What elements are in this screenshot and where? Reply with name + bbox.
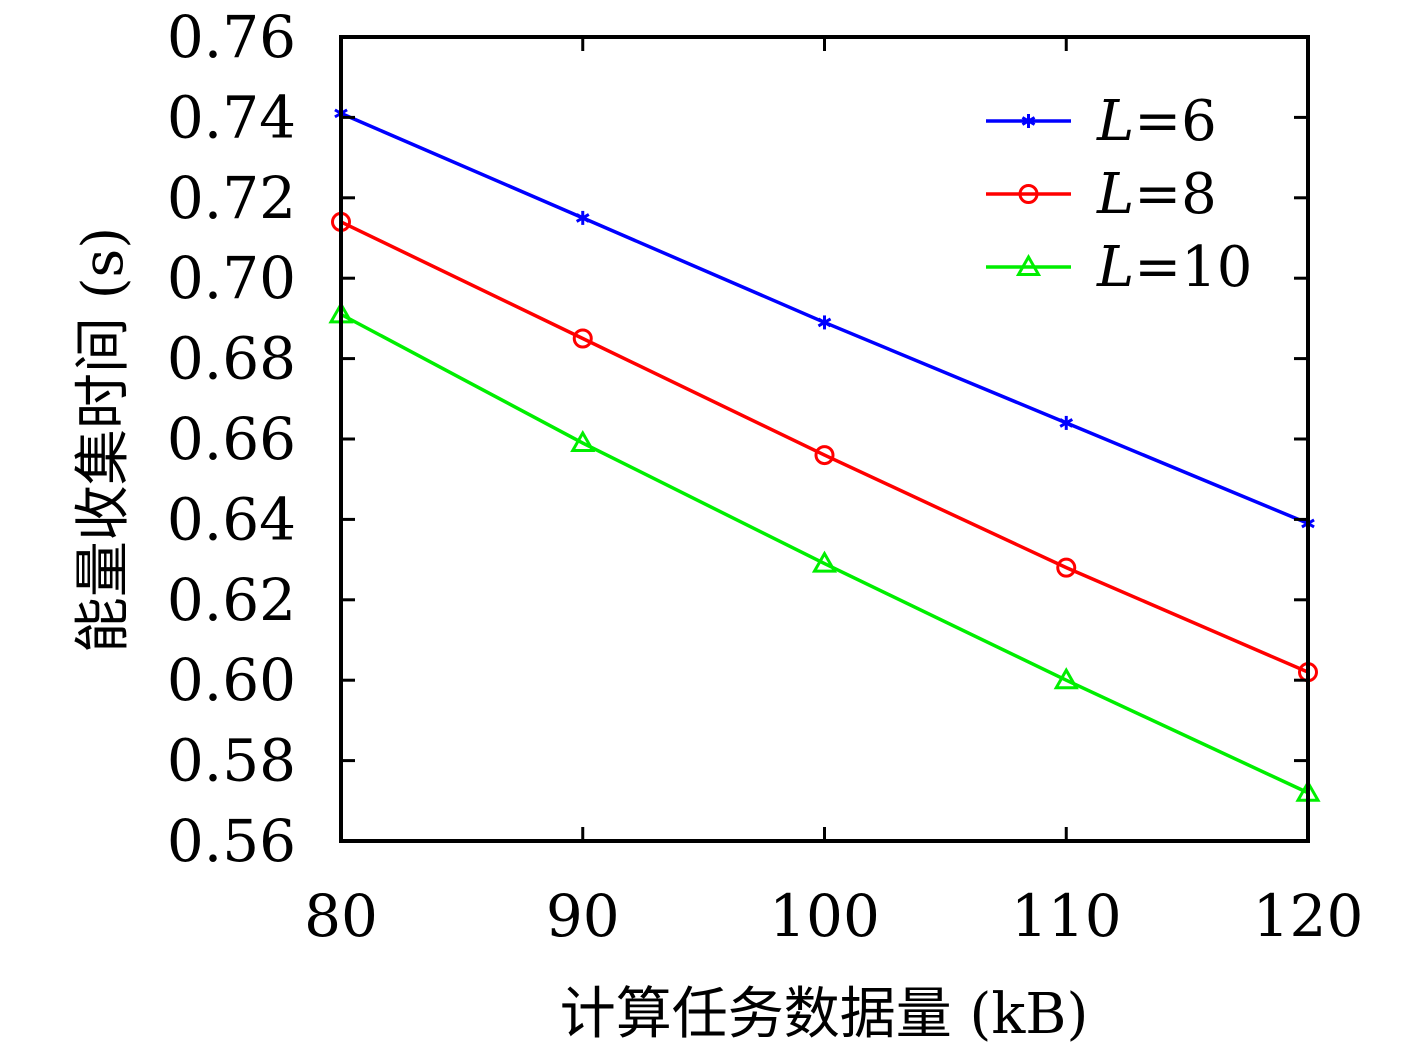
series-line <box>340 220 1309 674</box>
x-axis-title: 计算任务数据量 (kB) <box>560 982 1089 1047</box>
x-tick-label: 80 <box>304 882 378 950</box>
data-point-marker <box>572 328 593 349</box>
data-point-marker <box>811 550 838 573</box>
y-tick-label: 0.72 <box>167 164 296 232</box>
y-tick-label: 0.74 <box>167 83 296 151</box>
data-point-marker <box>814 445 835 466</box>
legend-label: L=8 <box>1096 162 1217 227</box>
x-tick-label: 90 <box>546 882 620 950</box>
legend-label-value: =6 <box>1134 89 1217 154</box>
legend-item: L=10 <box>986 235 1252 300</box>
y-tick-label: 0.62 <box>167 566 296 634</box>
data-point-marker <box>575 213 590 223</box>
x-tick-label: 120 <box>1253 882 1364 950</box>
y-tick-label: 0.60 <box>167 646 296 714</box>
legend-label-variable: L <box>1096 235 1134 300</box>
data-point-marker <box>1056 557 1077 578</box>
data-point-marker <box>1053 667 1079 690</box>
series-line <box>340 312 1309 795</box>
x-tick-label: 100 <box>769 882 880 950</box>
legend-label-variable: L <box>1096 162 1134 227</box>
legend-label: L=10 <box>1096 235 1252 300</box>
y-axis-title: 能量收集时间 (s) <box>71 227 136 653</box>
y-tick-label: 0.68 <box>167 325 296 393</box>
legend: L=6L=8L=10 <box>986 89 1252 300</box>
axis-ticks <box>339 35 1310 843</box>
series-3 <box>328 301 1321 802</box>
legend-marker <box>1015 253 1042 276</box>
data-point-marker <box>1059 418 1074 428</box>
legend-label: L=6 <box>1096 89 1217 154</box>
legend-item: L=8 <box>986 162 1217 227</box>
y-tick-label: 0.70 <box>167 244 296 312</box>
y-tick-label: 0.56 <box>167 807 296 875</box>
legend-item: L=6 <box>986 89 1217 154</box>
y-tick-label: 0.58 <box>167 727 296 795</box>
plot-area-frame <box>339 35 1310 843</box>
y-tick-label: 0.64 <box>167 485 296 553</box>
legend-label-value: =8 <box>1134 162 1217 227</box>
plot-series <box>328 106 1321 802</box>
tick-labels: 80 90 100 110 120 0.56 0.58 0.60 0.62 0.64 0.66 0.6… <box>167 3 1364 950</box>
data-point-marker <box>817 317 832 328</box>
x-tick-label: 110 <box>1011 882 1122 950</box>
legend-marker <box>1021 116 1036 126</box>
y-tick-label: 0.66 <box>167 405 296 473</box>
legend-marker <box>1018 184 1039 204</box>
y-tick-label: 0.76 <box>167 3 296 71</box>
legend-label-variable: L <box>1096 89 1134 154</box>
legend-label-value: =10 <box>1134 235 1252 300</box>
data-point-marker <box>570 429 596 453</box>
